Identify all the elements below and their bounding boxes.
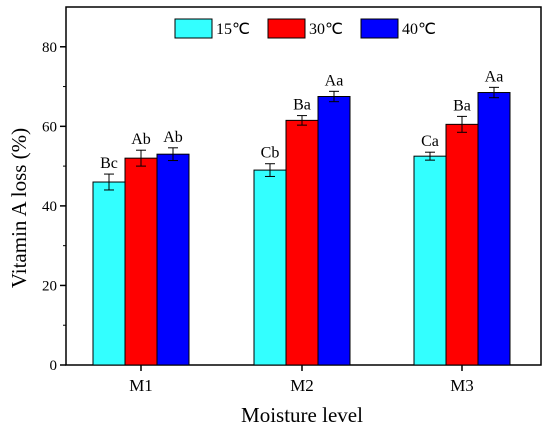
data-label: Aa <box>485 68 504 85</box>
legend-label: 40℃ <box>402 21 436 38</box>
y-tick-label: 60 <box>42 119 57 135</box>
bar <box>124 157 158 366</box>
bar <box>317 96 351 366</box>
legend-swatch <box>267 18 306 39</box>
bar <box>156 153 190 366</box>
y-axis: 0 20 40 60 80 <box>42 40 66 374</box>
data-label: Bc <box>100 155 118 172</box>
legend-swatch <box>360 18 399 39</box>
x-axis-title: Moisture level <box>241 403 363 427</box>
bar <box>253 169 287 366</box>
x-tick-label: M1 <box>129 376 153 395</box>
data-label: Ab <box>131 131 151 148</box>
error-bars-group <box>104 86 499 191</box>
data-label: Ba <box>293 97 311 114</box>
data-label: Aa <box>325 72 344 89</box>
legend-label: 30℃ <box>309 21 343 38</box>
bars-group <box>92 92 511 366</box>
y-axis-title: Vitamin A loss (%) <box>7 128 31 288</box>
x-tick-label: M2 <box>290 376 314 395</box>
x-axis: M1 M2 M3 <box>129 365 474 395</box>
bar <box>445 123 479 366</box>
y-tick-label: 80 <box>42 40 57 56</box>
bar <box>413 155 447 366</box>
legend-label: 15℃ <box>216 21 250 38</box>
x-tick-label: M3 <box>450 376 474 395</box>
data-label: Ca <box>421 133 439 150</box>
data-label: Ba <box>453 97 471 114</box>
legend: 15℃ 30℃ 40℃ <box>174 18 436 39</box>
bar <box>477 92 511 366</box>
bar <box>92 181 126 366</box>
data-labels-group: Bc Ab Ab Cb Ba Aa Ca Ba Aa <box>100 68 503 172</box>
data-label: Ab <box>163 129 183 146</box>
y-tick-label: 20 <box>42 278 57 294</box>
y-tick-label: 40 <box>42 199 57 215</box>
y-tick-label: 0 <box>50 358 58 374</box>
data-label: Cb <box>261 145 280 162</box>
bar <box>285 119 319 366</box>
legend-swatch <box>174 18 213 39</box>
